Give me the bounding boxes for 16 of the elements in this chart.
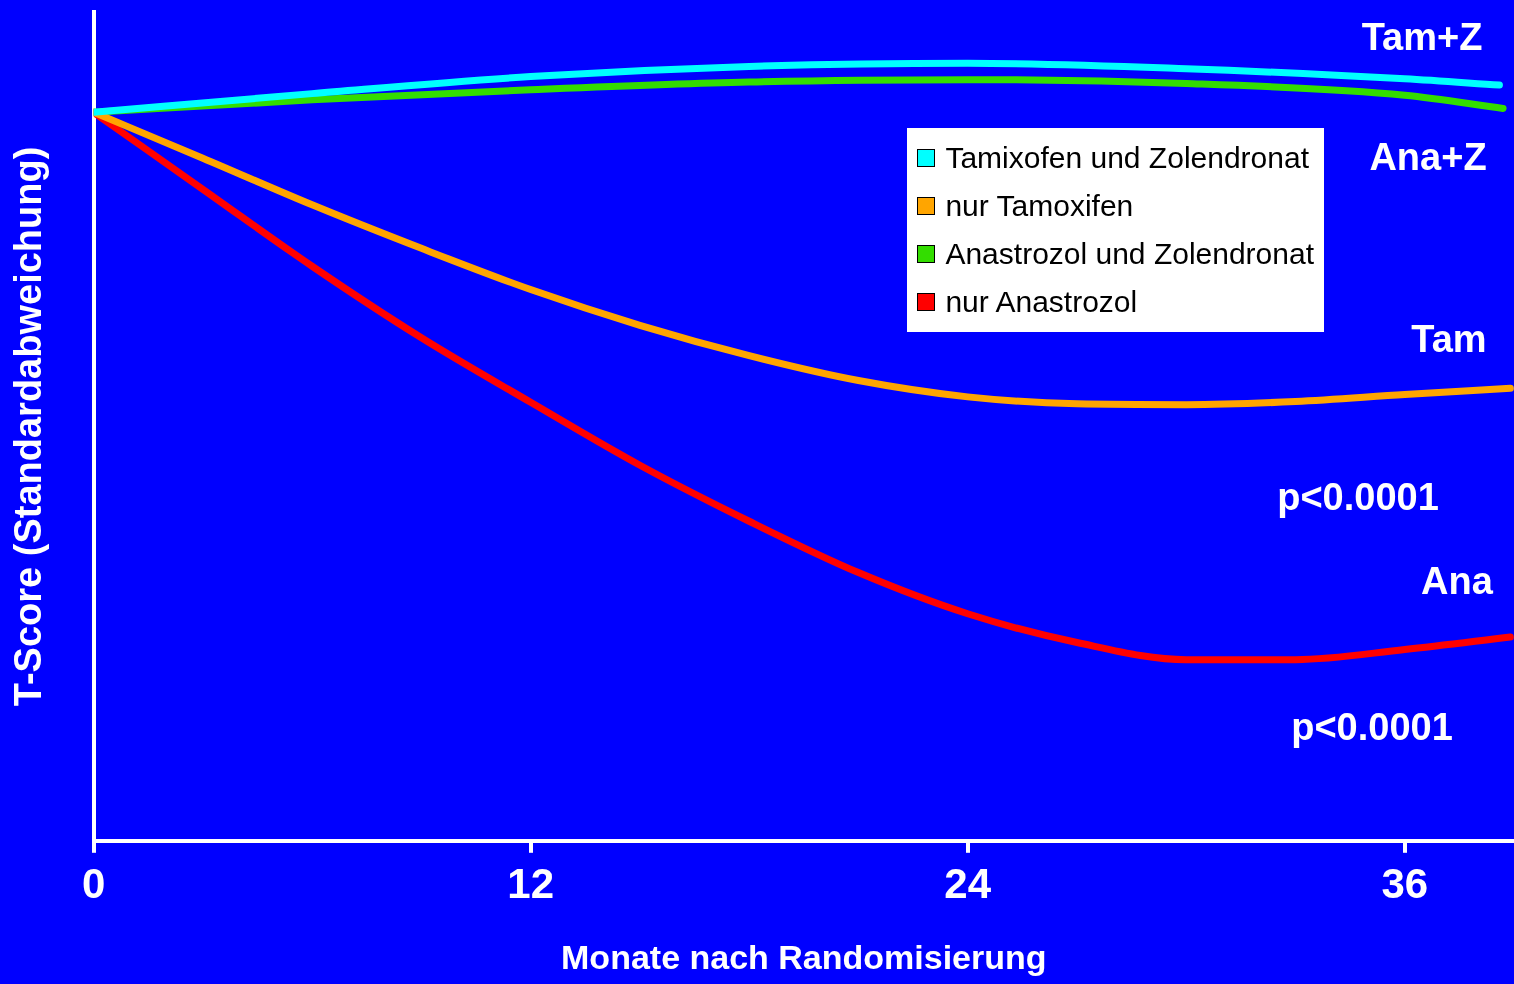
legend-label: Anastrozol und Zolendronat	[945, 237, 1314, 271]
legend-label: Tamixofen und Zolendronat	[945, 141, 1309, 175]
y-axis-title: T-Score (Standardabweichung)	[7, 146, 50, 707]
x-axis-title: Monate nach Randomisierung	[561, 937, 1047, 976]
annotation: Ana+Z	[1369, 136, 1487, 179]
annotation: p<0.0001	[1277, 476, 1439, 519]
legend-label: nur Anastrozol	[945, 285, 1138, 319]
annotation: Tam	[1411, 318, 1487, 361]
annotation: p<0.0001	[1291, 706, 1453, 749]
legend-label: nur Tamoxifen	[945, 189, 1134, 223]
annotation: Ana	[1421, 560, 1494, 603]
x-tick-label: 36	[1381, 859, 1429, 907]
x-tick-label: 24	[944, 859, 992, 907]
x-tick-label: 12	[507, 859, 555, 907]
text: Tam+Z	[1361, 16, 1483, 59]
x-tick-label: 0	[81, 859, 106, 907]
